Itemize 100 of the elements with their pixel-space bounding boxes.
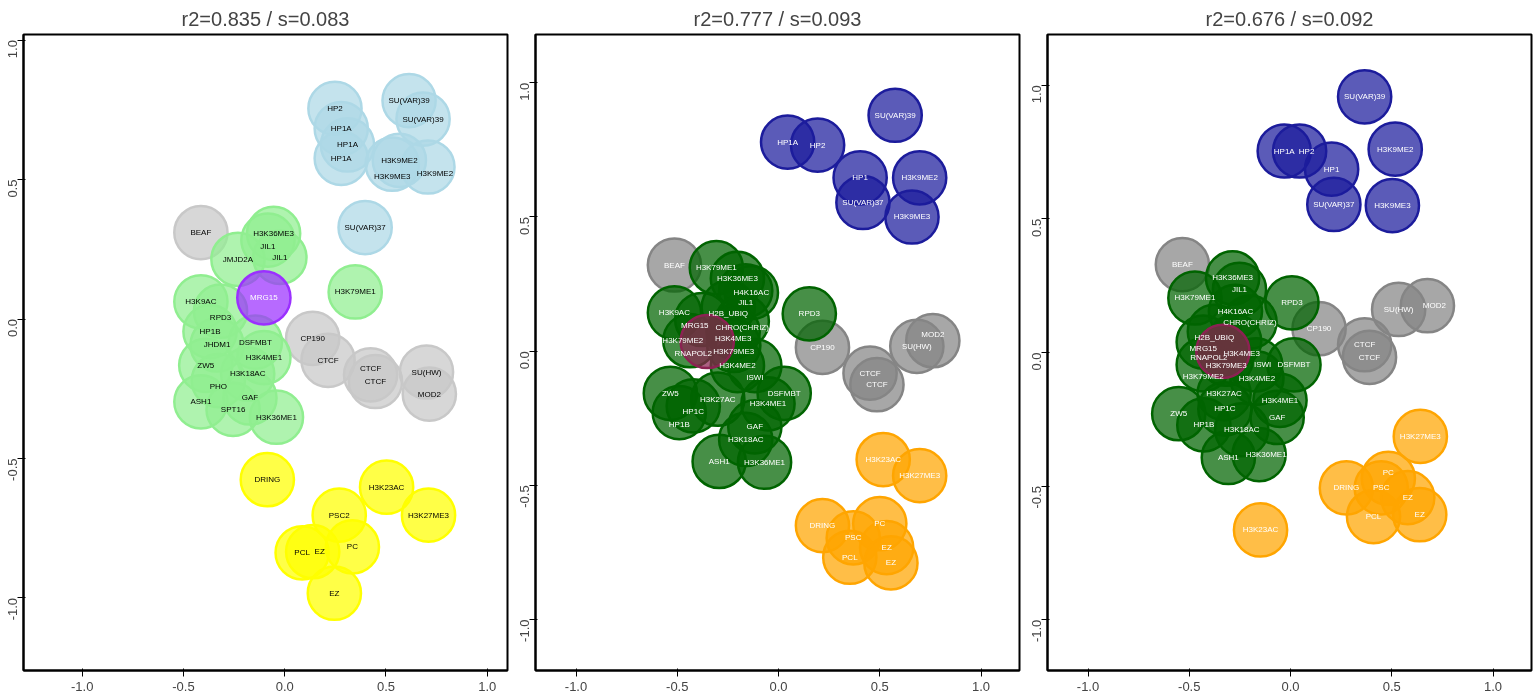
annotation: H3K36ME1 xyxy=(255,412,298,422)
annotation: ASH1 xyxy=(190,397,212,407)
annotation: PHO xyxy=(209,382,227,392)
x-tick-label: 0.5 xyxy=(376,678,396,694)
annotation: JMJD2A xyxy=(222,254,254,264)
annotation: CP190 xyxy=(1306,324,1332,334)
y-tick-label: 0.5 xyxy=(5,179,20,198)
annotation: EZ xyxy=(1402,493,1413,503)
annotation: H3K4ME1 xyxy=(749,399,787,409)
annotation: CTCF xyxy=(859,368,881,378)
annotation: HP2 xyxy=(809,140,826,150)
annotation: CTCF xyxy=(1353,340,1376,350)
annotation: H3K36ME1 xyxy=(1245,450,1288,460)
annotation: RPD3 xyxy=(798,309,821,319)
y-tick-label: 0.0 xyxy=(517,351,532,370)
annotation: EZ xyxy=(885,558,897,568)
chart-title: r2=0.777 / s=0.093 xyxy=(693,7,862,30)
annotation: PC xyxy=(1382,467,1395,477)
annotation: CTCF xyxy=(866,380,888,390)
y-tick-label: 0.5 xyxy=(517,216,532,236)
y-tick-label: -1.0 xyxy=(1029,619,1044,643)
annotation: BEAF xyxy=(663,260,685,270)
annotation: SU(VAR)37 xyxy=(1313,199,1355,209)
annotation: PC xyxy=(346,542,359,552)
annotation: GAF xyxy=(241,393,259,403)
annotation: H4K16AC xyxy=(1217,306,1254,316)
annotation: EZ xyxy=(329,588,340,598)
y-tick-label: -1.0 xyxy=(517,619,532,642)
annotation: SU(VAR)39 xyxy=(402,114,445,124)
annotation: HP1B xyxy=(199,327,221,337)
annotation: H3K9ME3 xyxy=(893,212,931,222)
annotation: H3K4ME3 xyxy=(714,333,752,343)
annotation: BEAF xyxy=(1171,260,1193,270)
annotation: HP2 xyxy=(327,103,344,113)
y-tick-label: -0.5 xyxy=(5,458,20,481)
annotation: HP1C xyxy=(1214,404,1236,414)
annotation: SU(HW) xyxy=(901,341,933,351)
y-tick-label: -1.0 xyxy=(5,597,20,621)
annotation: HP1A xyxy=(1273,146,1296,156)
x-tick-label: -0.5 xyxy=(172,678,195,694)
annotation: DRING xyxy=(809,521,836,531)
annotation: SU(VAR)39 xyxy=(874,110,917,120)
annotation: SU(VAR)39 xyxy=(388,96,431,106)
annotation: MOD2 xyxy=(1422,301,1447,311)
annotation: H2B_UBIQ xyxy=(1194,332,1235,342)
annotation: H3K9ME2 xyxy=(901,173,939,183)
annotation: EZ xyxy=(314,547,325,557)
annotation: SU(VAR)37 xyxy=(344,223,387,233)
annotation: MOD2 xyxy=(921,330,945,340)
annotation: JHDM1 xyxy=(203,340,231,350)
y-tick-label: 0.0 xyxy=(1029,352,1044,371)
annotation: PSC2 xyxy=(328,510,351,520)
annotation: H3K9ME2 xyxy=(1376,144,1414,154)
annotation: DRING xyxy=(1333,483,1360,493)
x-tick-label: -1.0 xyxy=(564,678,588,694)
annotation: CTCF xyxy=(359,364,382,374)
annotation: CTCF xyxy=(317,355,339,365)
x-tick-label: 0.5 xyxy=(870,678,889,694)
annotation: H3K36ME3 xyxy=(1212,273,1254,283)
annotation: ASH1 xyxy=(708,456,731,466)
annotation: SU(HW) xyxy=(1383,304,1414,314)
annotation: DSFMBT xyxy=(1277,360,1311,370)
annotation: DRING xyxy=(254,475,281,485)
x-tick-label: -0.5 xyxy=(666,678,689,694)
annotation: H3K36ME3 xyxy=(253,228,295,238)
x-tick-label: 1.0 xyxy=(1483,678,1503,694)
y-tick-label: 1.0 xyxy=(517,82,532,101)
annotation: H3K23AC xyxy=(865,455,902,465)
annotation: H3K27ME3 xyxy=(408,510,450,520)
annotation: H3K18AC xyxy=(1223,425,1260,435)
annotation: HP1A xyxy=(777,137,799,147)
annotation: ZW5 xyxy=(197,360,215,370)
y-tick-label: 1.0 xyxy=(5,40,20,59)
annotation: H3K27ME3 xyxy=(1399,431,1442,441)
annotation: H3K79ME3 xyxy=(1205,360,1248,370)
annotation: HP1C xyxy=(682,407,705,417)
annotation: DSFMBT xyxy=(767,388,801,398)
annotation: H3K9ME2 xyxy=(381,155,419,165)
annotation: MRG15 xyxy=(250,293,279,303)
x-tick-label: -1.0 xyxy=(1076,678,1100,694)
annotation: ISWI xyxy=(746,373,764,383)
annotation: H3K23AC xyxy=(1242,525,1279,535)
annotation: PCL xyxy=(1365,512,1382,522)
annotation: ISWI xyxy=(1254,360,1272,370)
annotation: CP190 xyxy=(810,342,836,352)
annotation: ASH1 xyxy=(1217,453,1240,463)
annotation: H3K79ME3 xyxy=(713,347,755,357)
annotation: MRG15 xyxy=(1189,343,1218,353)
chart-title: r2=0.676 / s=0.092 xyxy=(1205,7,1374,30)
annotation: H3K27ME3 xyxy=(899,471,941,481)
annotation: HP1B xyxy=(668,420,690,430)
annotation: H3K9AC xyxy=(658,308,691,318)
annotation: JIL1 xyxy=(738,298,754,308)
annotation: HP1 xyxy=(1323,164,1340,174)
annotation: RNAPOL2 xyxy=(674,349,713,358)
x-tick-label: 0.0 xyxy=(1281,678,1300,694)
annotation: H3K27AC xyxy=(1206,389,1243,399)
annotation: HP1A xyxy=(337,140,359,150)
annotation: H3K9ME2 xyxy=(416,168,454,178)
x-tick-label: 0.0 xyxy=(769,678,788,694)
